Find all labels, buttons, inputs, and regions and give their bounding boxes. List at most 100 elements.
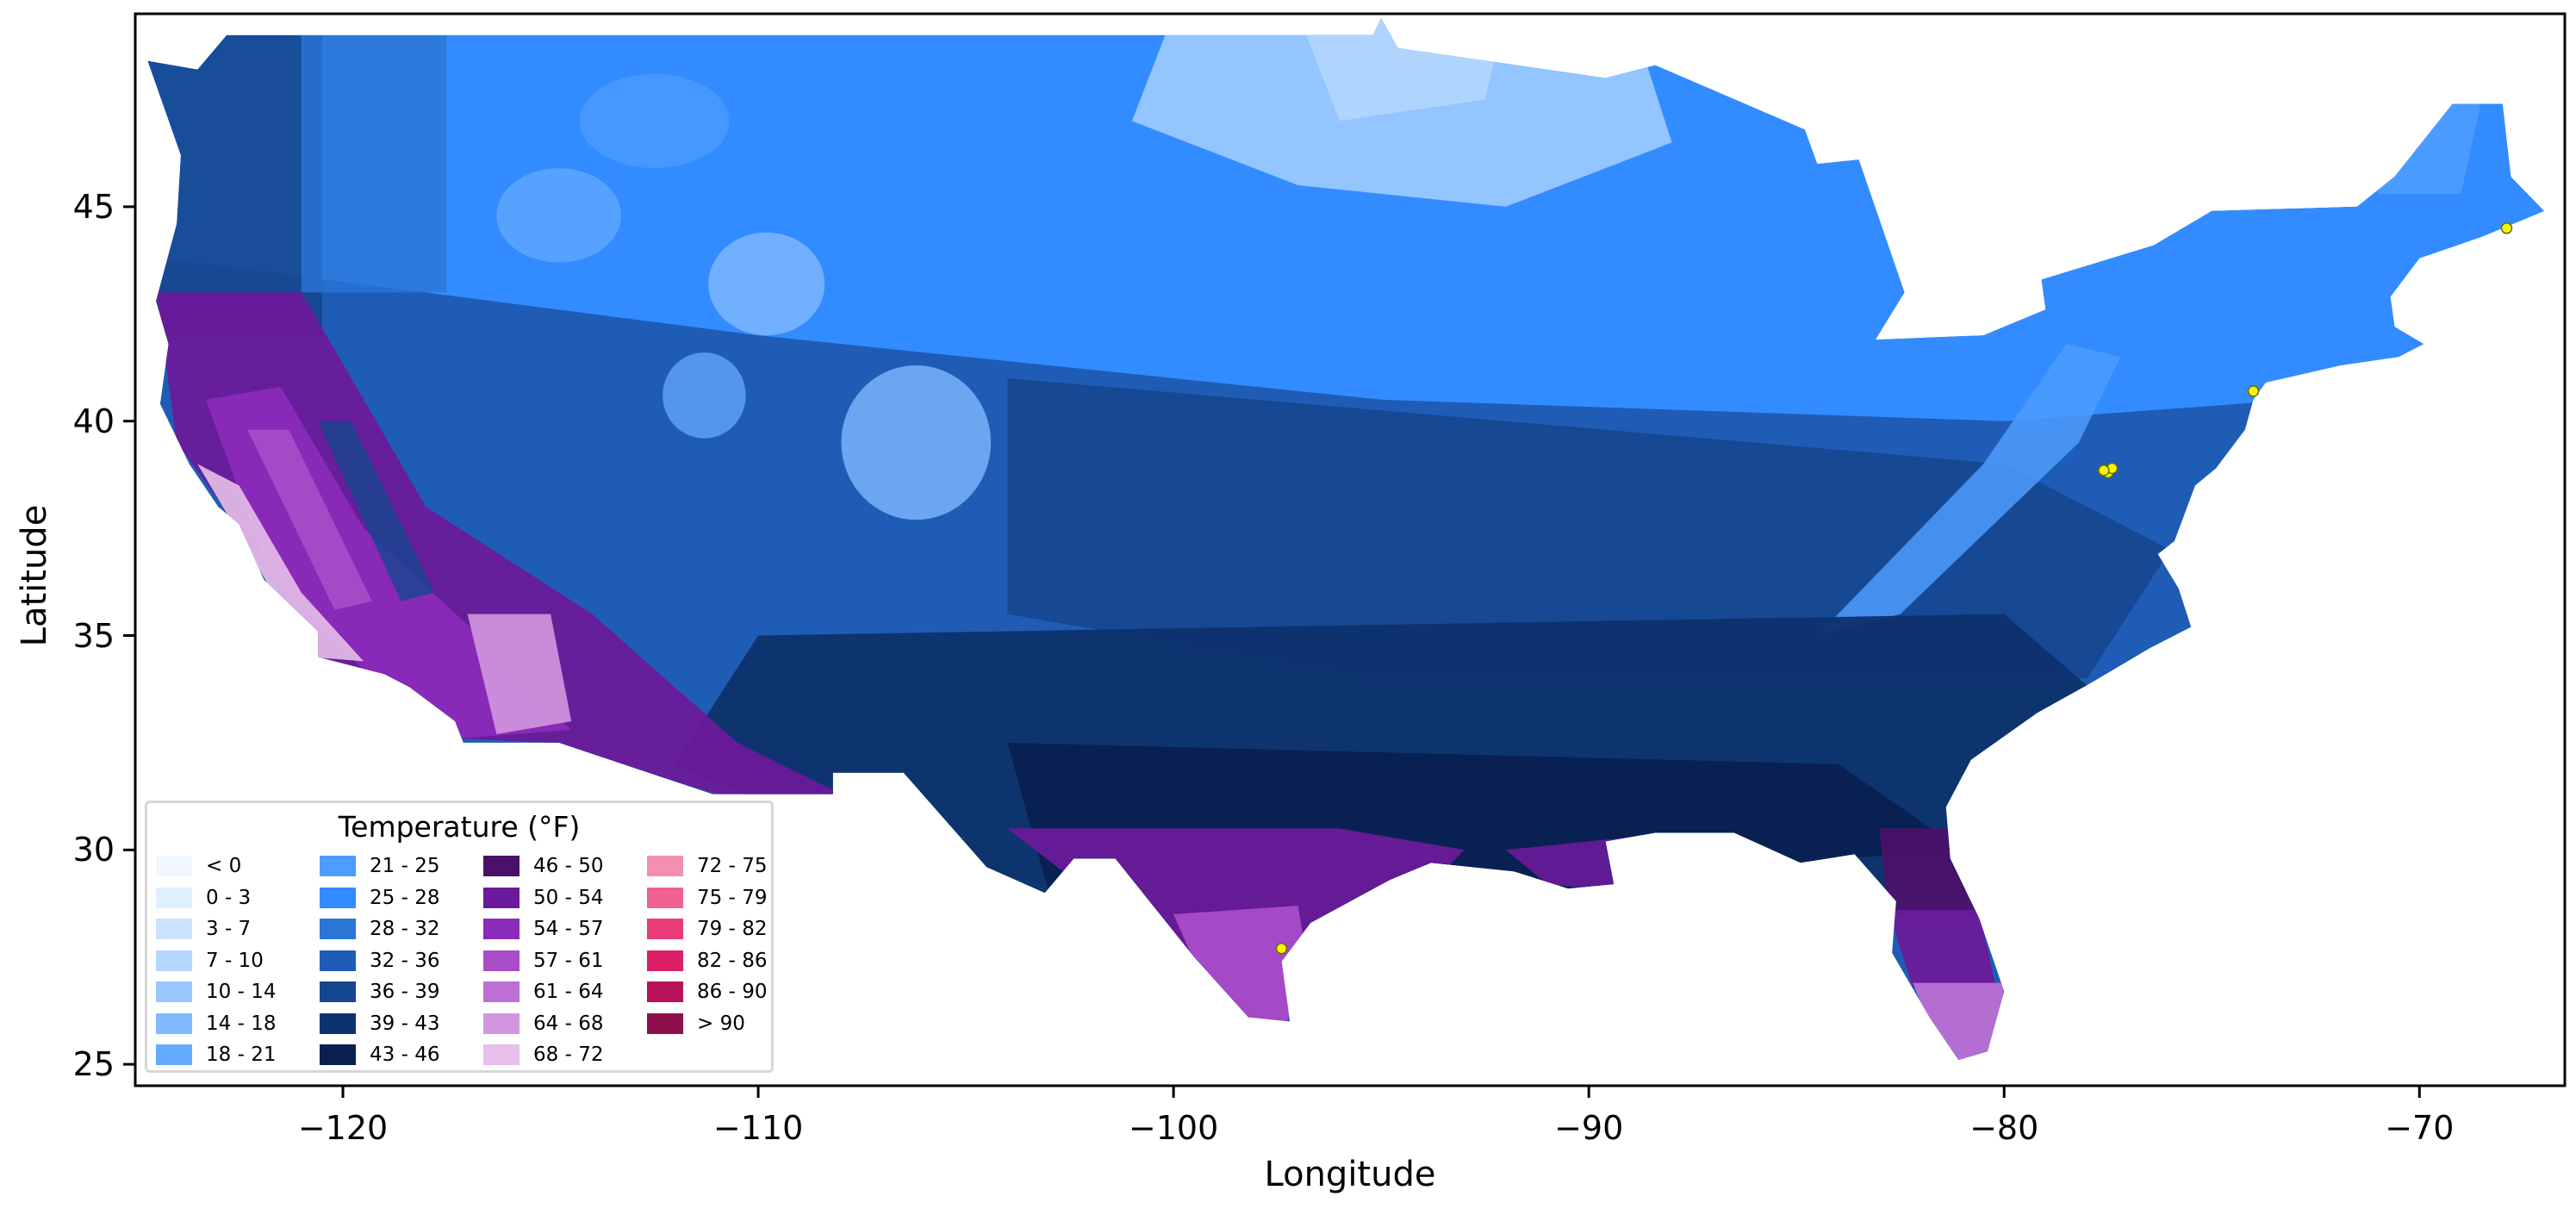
legend-swatch xyxy=(156,1012,192,1034)
zone-rockies-id xyxy=(496,168,621,263)
legend-label: 72 - 75 xyxy=(697,855,768,877)
legend-label: 57 - 61 xyxy=(533,949,604,972)
legend-swatch xyxy=(483,950,520,971)
legend-swatch xyxy=(647,981,683,1002)
legend-swatch xyxy=(647,887,683,908)
zone-fl-north xyxy=(1879,828,1980,914)
legend-swatch xyxy=(483,887,520,908)
zone-fl-south xyxy=(1913,982,2005,1061)
y-tick-label: 25 xyxy=(72,1045,115,1084)
x-tick-label: −70 xyxy=(2385,1109,2455,1147)
legend-label: > 90 xyxy=(697,1012,745,1035)
zone-pnw-mid xyxy=(301,34,447,293)
zone-sw-outer xyxy=(156,292,842,794)
legend-swatch xyxy=(647,1012,683,1034)
legend-entry: 57 - 61 xyxy=(483,948,603,974)
y-tick-label: 45 xyxy=(72,187,115,226)
legend-entry: 32 - 36 xyxy=(320,948,439,974)
legend-label: 50 - 54 xyxy=(533,886,604,909)
legend-label: 46 - 50 xyxy=(533,855,604,877)
legend-label: 14 - 18 xyxy=(206,1012,277,1035)
legend-swatch xyxy=(320,919,356,939)
legend-entry: 3 - 7 xyxy=(156,916,251,942)
legend-entry: 61 - 64 xyxy=(483,979,603,1005)
legend-entry: > 90 xyxy=(647,1011,745,1037)
legend-entry: 50 - 54 xyxy=(483,885,603,911)
legend-swatch xyxy=(320,981,356,1002)
legend-entry: 75 - 79 xyxy=(647,885,767,911)
legend-entry: 72 - 75 xyxy=(647,853,767,879)
location-marker xyxy=(2500,222,2513,234)
legend-title: Temperature (°F) xyxy=(338,810,581,844)
legend-entry: 86 - 90 xyxy=(647,979,767,1005)
legend-swatch xyxy=(156,856,192,876)
location-marker xyxy=(2247,385,2260,397)
legend-label: 39 - 43 xyxy=(370,1012,440,1035)
legend-swatch xyxy=(647,919,683,939)
legend-label: 3 - 7 xyxy=(206,918,252,940)
legend-swatch xyxy=(483,856,520,876)
zone-fl-mid xyxy=(1888,910,1996,988)
legend-swatch xyxy=(320,856,356,876)
legend-entry: < 0 xyxy=(156,853,241,879)
legend-entry: 21 - 25 xyxy=(320,853,439,879)
legend-entry: 10 - 14 xyxy=(156,979,276,1005)
legend-swatch xyxy=(156,950,192,971)
x-tick-label: −80 xyxy=(1969,1109,2039,1147)
legend-swatch xyxy=(483,1012,520,1034)
legend-label: 7 - 10 xyxy=(206,949,264,972)
legend-entry: 0 - 3 xyxy=(156,885,251,911)
zone-pnw xyxy=(147,34,322,336)
legend-entry: 82 - 86 xyxy=(647,948,767,974)
zone-rockies-wy xyxy=(708,232,825,336)
zone-northeast xyxy=(2004,78,2544,293)
x-axis-title: Longitude xyxy=(1264,1155,1436,1194)
legend-entry: 68 - 72 xyxy=(483,1042,603,1068)
legend-swatch xyxy=(647,856,683,876)
y-tick-label: 30 xyxy=(72,831,115,869)
legend-label: 79 - 82 xyxy=(697,918,768,940)
legend-entry: 25 - 28 xyxy=(320,885,439,911)
legend-entry: 46 - 50 xyxy=(483,853,603,879)
x-tick-label: −120 xyxy=(297,1109,389,1147)
legend-entry: 54 - 57 xyxy=(483,916,603,942)
legend-swatch xyxy=(647,950,683,971)
legend-swatch xyxy=(320,950,356,971)
legend-swatch xyxy=(320,1044,356,1065)
legend-entry: 36 - 39 xyxy=(320,979,439,1005)
legend-entry: 28 - 32 xyxy=(320,916,439,942)
legend-label: 68 - 72 xyxy=(533,1044,604,1066)
legend: Temperature (°F) < 0 0 - 3 3 - 7 7 - 10 10 -… xyxy=(145,801,774,1073)
plot-frame xyxy=(134,12,2567,1087)
legend-swatch xyxy=(156,887,192,908)
zone-central-valley xyxy=(247,429,372,610)
location-marker xyxy=(1275,943,1288,955)
legend-entry: 39 - 43 xyxy=(320,1011,439,1037)
legend-label: 54 - 57 xyxy=(533,918,604,940)
y-tick-label: 40 xyxy=(72,402,115,440)
tick-marks xyxy=(123,205,2421,1098)
legend-label: 21 - 25 xyxy=(370,855,440,877)
y-axis-title: Latitude xyxy=(15,504,54,647)
legend-swatch xyxy=(320,1012,356,1034)
legend-swatch xyxy=(156,919,192,939)
legend-entry: 64 - 68 xyxy=(483,1011,603,1037)
legend-label: 86 - 90 xyxy=(697,981,768,1003)
x-tick-label: −100 xyxy=(1128,1109,1219,1147)
legend-swatch xyxy=(483,1044,520,1065)
marker-layer xyxy=(1275,222,2513,955)
legend-swatch xyxy=(320,887,356,908)
legend-label: 28 - 32 xyxy=(370,918,440,940)
legend-label: 36 - 39 xyxy=(370,981,440,1003)
legend-label: < 0 xyxy=(206,855,242,877)
legend-swatch xyxy=(483,981,520,1002)
legend-entry: 14 - 18 xyxy=(156,1011,276,1037)
zone-texas-coast-inner xyxy=(1173,906,1307,1026)
legend-label: 18 - 21 xyxy=(206,1044,277,1066)
legend-label: 10 - 14 xyxy=(206,981,277,1003)
legend-label: 32 - 36 xyxy=(370,949,440,972)
x-tick-label: −110 xyxy=(712,1109,804,1147)
x-tick-label: −90 xyxy=(1554,1109,1624,1147)
location-marker xyxy=(2098,464,2110,477)
